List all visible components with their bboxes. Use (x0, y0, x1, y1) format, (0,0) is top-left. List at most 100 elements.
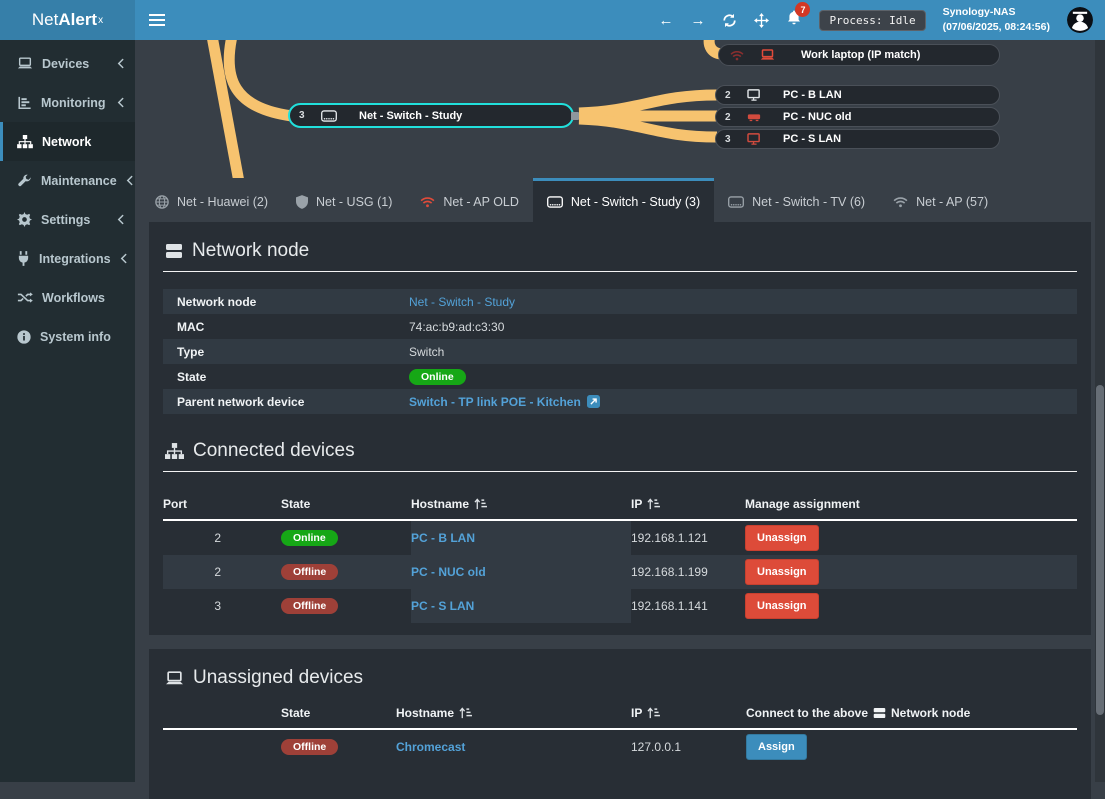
network-node-info-table: Network node Net - Switch - Study MAC 74… (163, 289, 1077, 414)
connected-devices-table: Port State Hostname IP Manage assignment… (163, 489, 1077, 623)
state-badge: Online (409, 369, 466, 385)
sidebar-item-maintenance[interactable]: Maintenance (0, 161, 135, 200)
gear-icon (17, 212, 32, 227)
sidebar-item-network[interactable]: Network (0, 122, 135, 161)
divider (163, 271, 1077, 272)
diagram-node-pc-s-lan[interactable]: 3 PC - S LAN (715, 129, 1000, 149)
back-arrow-icon[interactable]: ← (658, 12, 673, 29)
sidebar-item-devices[interactable]: Devices (0, 44, 135, 83)
sort-amount-up-icon[interactable] (474, 498, 487, 510)
laptop-icon (165, 671, 184, 686)
diagram-node-pc-nuc-old[interactable]: 2 PC - NUC old (715, 107, 1000, 127)
node-tabs: Net - Huawei (2) Net - USG (1) Net - AP … (135, 178, 1105, 222)
sidebar-item-monitoring[interactable]: Monitoring (0, 83, 135, 122)
state-badge: Offline (281, 564, 338, 580)
display-icon (747, 89, 761, 101)
edge-into-switch (229, 40, 292, 116)
column-header-connect: Connect to the above Network node (746, 698, 1077, 730)
wifi-icon (420, 196, 435, 208)
process-status-badge: Process: Idle (819, 10, 925, 31)
column-header-manage: Manage assignment (745, 489, 1077, 521)
forward-arrow-icon[interactable]: → (690, 12, 705, 29)
host-info: Synology-NAS (07/06/2025, 08:24:56) (943, 5, 1050, 35)
hostname-link[interactable]: PC - NUC old (411, 565, 486, 579)
user-avatar[interactable] (1067, 7, 1093, 33)
tab-net-switch-study[interactable]: Net - Switch - Study (3) (533, 178, 714, 222)
chevron-left-icon (117, 214, 124, 225)
laptop-icon (760, 49, 775, 61)
display-icon (747, 133, 761, 145)
state-badge: Online (281, 530, 338, 546)
brand-bold: Alert (58, 10, 97, 30)
column-header-empty (163, 698, 281, 730)
diagram-node-work-laptop[interactable]: Work laptop (IP match) (718, 44, 1000, 66)
fullscreen-move-icon[interactable] (754, 13, 769, 28)
sitemap-icon (17, 135, 33, 149)
chevron-left-icon (117, 58, 124, 69)
info-row: State Online (163, 364, 1077, 389)
shield-icon (296, 195, 308, 209)
hostname-link[interactable]: PC - S LAN (411, 599, 474, 613)
shuffle-icon (17, 291, 33, 304)
column-header-state: State (281, 698, 396, 730)
parent-device-link[interactable]: Switch - TP link POE - Kitchen (409, 395, 581, 409)
sidebar-item-settings[interactable]: Settings (0, 200, 135, 239)
tab-net-ap-old[interactable]: Net - AP OLD (406, 178, 533, 222)
unassign-button[interactable]: Unassign (745, 593, 819, 619)
sidebar-item-integrations[interactable]: Integrations (0, 239, 135, 278)
assign-button[interactable]: Assign (746, 734, 807, 760)
wifi-icon (893, 196, 908, 208)
unassign-button[interactable]: Unassign (745, 559, 819, 585)
chevron-left-icon (120, 253, 127, 264)
notifications-bell-icon[interactable]: 7 (786, 9, 802, 31)
hostname-link[interactable]: Chromecast (396, 740, 465, 754)
navbar-spacer (179, 0, 658, 40)
tab-net-ap[interactable]: Net - AP (57) (879, 178, 1002, 222)
edge-switch-pc-b-lan (579, 95, 717, 113)
switch-icon (547, 196, 563, 208)
state-badge: Offline (281, 598, 338, 614)
sidebar-toggle-button[interactable] (135, 0, 179, 40)
node-connector-handle[interactable] (571, 112, 579, 120)
sidebar-item-workflows[interactable]: Workflows (0, 278, 135, 317)
tab-net-switch-tv[interactable]: Net - Switch - TV (6) (714, 178, 879, 222)
info-row: Type Switch (163, 339, 1077, 364)
sitemap-icon (165, 443, 184, 460)
switch-icon (728, 196, 744, 208)
chevron-left-icon (126, 175, 133, 186)
refresh-icon[interactable] (722, 13, 737, 28)
network-node-section-title: Network node (165, 240, 1077, 262)
sidebar-item-system-info[interactable]: System info (0, 317, 135, 356)
unassign-button[interactable]: Unassign (745, 525, 819, 551)
edge-switch-pc-s-lan (579, 119, 717, 137)
info-row: Parent network device Switch - TP link P… (163, 389, 1077, 414)
diagram-node-pc-b-lan[interactable]: 2 PC - B LAN (715, 85, 1000, 105)
info-circle-icon (17, 330, 31, 344)
nuc-box-icon (747, 112, 761, 122)
unassigned-devices-table: State Hostname IP Connect to the above N… (163, 698, 1077, 764)
sort-amount-up-icon[interactable] (459, 707, 472, 719)
chevron-left-icon (117, 97, 124, 108)
port-number: 2 (725, 90, 737, 101)
connected-devices-section-title: Connected devices (165, 440, 1077, 462)
column-header-hostname: Hostname (411, 489, 631, 521)
globe-icon (155, 195, 169, 209)
main-content: 3 Net - Switch - Study Work laptop (IP m… (135, 40, 1105, 782)
sort-amount-up-icon[interactable] (647, 498, 660, 510)
column-header-state: State (281, 489, 411, 521)
sort-amount-up-icon[interactable] (647, 707, 660, 719)
network-node-link[interactable]: Net - Switch - Study (409, 295, 515, 309)
hostname-link[interactable]: PC - B LAN (411, 531, 475, 545)
diagram-node-net-switch-study[interactable]: 3 Net - Switch - Study (288, 103, 574, 128)
brand-sup: x (98, 15, 103, 26)
external-link-icon[interactable] (587, 395, 600, 408)
tab-net-usg[interactable]: Net - USG (1) (282, 178, 406, 222)
brand-thin: Net (32, 10, 58, 30)
tab-net-huawei[interactable]: Net - Huawei (2) (141, 178, 282, 222)
server-icon (165, 243, 183, 259)
vertical-scrollbar (1095, 40, 1105, 782)
scrollbar-thumb[interactable] (1096, 385, 1104, 715)
host-timestamp: (07/06/2025, 08:24:56) (943, 20, 1050, 35)
